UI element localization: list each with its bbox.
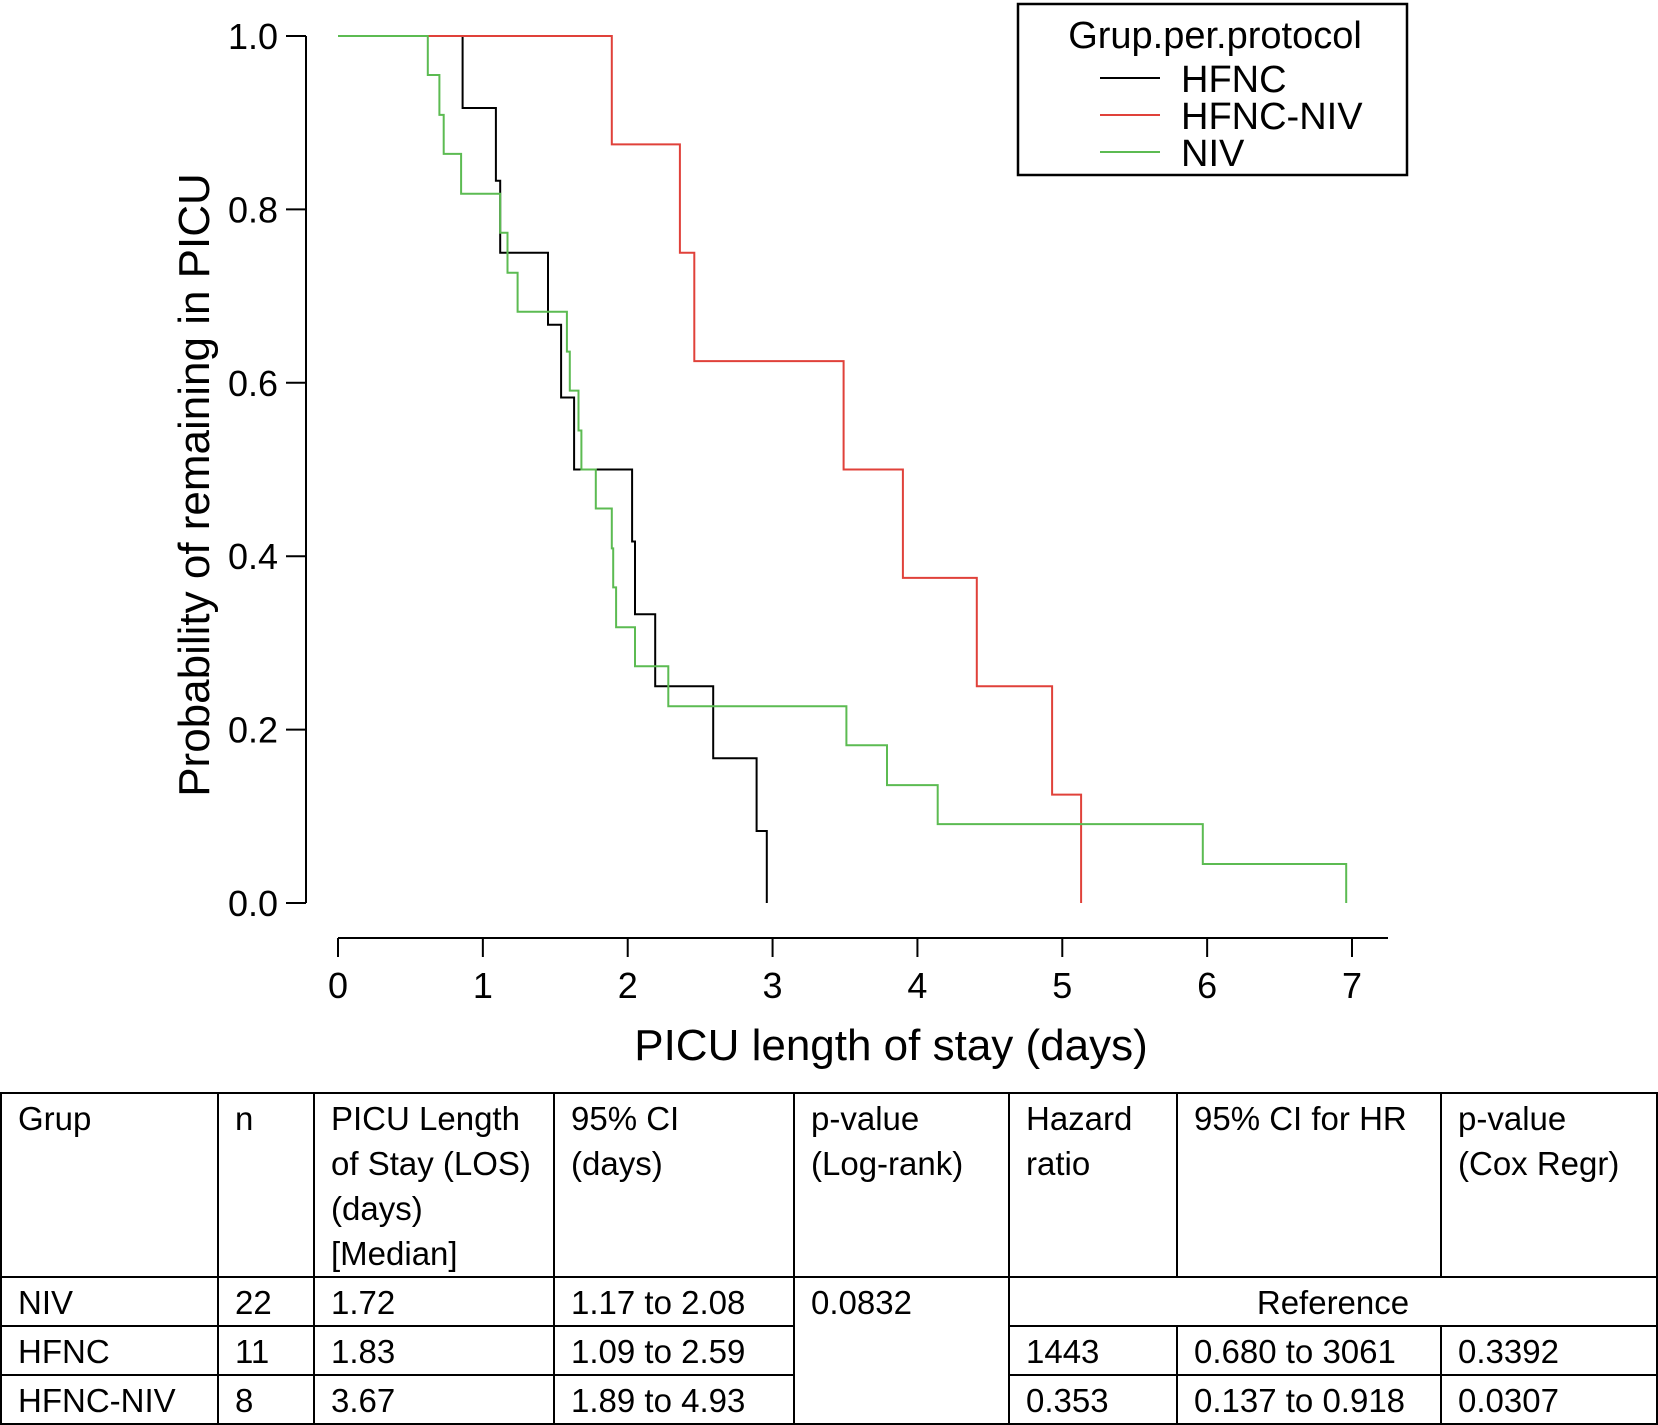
cell-grup: NIV: [0, 1276, 219, 1327]
cell-n: 8: [217, 1374, 315, 1425]
x-tick-label: 0: [328, 965, 348, 1006]
cell-ci: 1.09 to 2.59: [553, 1325, 795, 1376]
y-tick-label: 0.8: [228, 189, 278, 230]
cell-hazard-ratio: 0.353: [1008, 1374, 1178, 1425]
y-tick-label: 0.2: [228, 710, 278, 751]
x-tick-label: 1: [473, 965, 493, 1006]
header-p-cox: p-value (Cox Regr): [1440, 1092, 1658, 1278]
series-line-hfnc-niv: [338, 35, 1083, 903]
y-tick-label: 0.0: [228, 883, 278, 924]
y-tick-label: 0.4: [228, 536, 278, 577]
cell-ci: 1.17 to 2.08: [553, 1276, 795, 1327]
legend-title: Grup.per.protocol: [1068, 15, 1362, 57]
x-tick-label: 7: [1342, 965, 1362, 1006]
x-tick-label: 5: [1052, 965, 1072, 1006]
cell-ci: 1.89 to 4.93: [553, 1374, 795, 1425]
cell-n: 22: [217, 1276, 315, 1327]
km-survival-plot: 0.0 0.2 0.4 0.6 0.8 1.0 0 1 2 3 4 5 6 7 Probability …: [170, 2, 1409, 1070]
legend-label: HFNC: [1181, 59, 1287, 101]
cell-los: 1.83: [313, 1325, 555, 1376]
cell-ci-hr: 0.680 to 3061: [1176, 1325, 1442, 1376]
legend-label: HFNC-NIV: [1181, 96, 1363, 138]
legend-label: NIV: [1181, 133, 1245, 175]
cell-reference: Reference: [1008, 1276, 1658, 1327]
results-table: Grup n PICU Length of Stay (LOS) (days) …: [0, 1092, 1658, 1425]
header-hazard-ratio: Hazard ratio: [1008, 1092, 1178, 1278]
header-ci-hr: 95% CI for HR: [1176, 1092, 1442, 1278]
cell-grup: HFNC: [0, 1325, 219, 1376]
cell-hazard-ratio: 1443: [1008, 1325, 1178, 1376]
header-grup: Grup: [0, 1092, 219, 1278]
table-row: HFNC-NIV 8 3.67 1.89 to 4.93 0.353 0.137…: [0, 1374, 1658, 1425]
header-los: PICU Length of Stay (LOS) (days) [Median…: [313, 1092, 555, 1278]
x-axis-title: PICU length of stay (days): [634, 1021, 1148, 1070]
survival-curves: [338, 35, 1348, 903]
series-line-niv: [338, 35, 1348, 903]
y-tick-label: 1.0: [228, 16, 278, 57]
header-n: n: [217, 1092, 315, 1278]
cell-ci-hr: 0.137 to 0.918: [1176, 1374, 1442, 1425]
table-row: HFNC 11 1.83 1.09 to 2.59 1443 0.680 to …: [0, 1325, 1658, 1376]
x-tick-label: 2: [618, 965, 638, 1006]
y-tick-label: 0.6: [228, 363, 278, 404]
series-line-hfnc: [338, 35, 768, 903]
legend-box: [1016, 2, 1409, 177]
header-ci: 95% CI (days): [553, 1092, 795, 1278]
cell-los: 1.72: [313, 1276, 555, 1327]
cell-grup: HFNC-NIV: [0, 1374, 219, 1425]
cell-p-cox: 0.0307: [1440, 1374, 1658, 1425]
y-axis-title: Probability of remaining in PICU: [170, 173, 219, 797]
x-tick-label: 4: [907, 965, 927, 1006]
header-p-logrank: p-value (Log-rank): [793, 1092, 1010, 1278]
cell-p-logrank: 0.0832: [793, 1276, 1010, 1425]
table-header-row: Grup n PICU Length of Stay (LOS) (days) …: [0, 1092, 1658, 1278]
table-row: NIV 22 1.72 1.17 to 2.08 0.0832 Referenc…: [0, 1276, 1658, 1425]
x-tick-label: 6: [1197, 965, 1217, 1006]
y-axis: 0.0 0.2 0.4 0.6 0.8 1.0: [228, 16, 307, 924]
cell-los: 3.67: [313, 1374, 555, 1425]
cell-p-cox: 0.3392: [1440, 1325, 1658, 1376]
x-axis: 0 1 2 3 4 5 6 7: [328, 937, 1388, 1006]
cell-n: 11: [217, 1325, 315, 1376]
x-tick-label: 3: [763, 965, 783, 1006]
